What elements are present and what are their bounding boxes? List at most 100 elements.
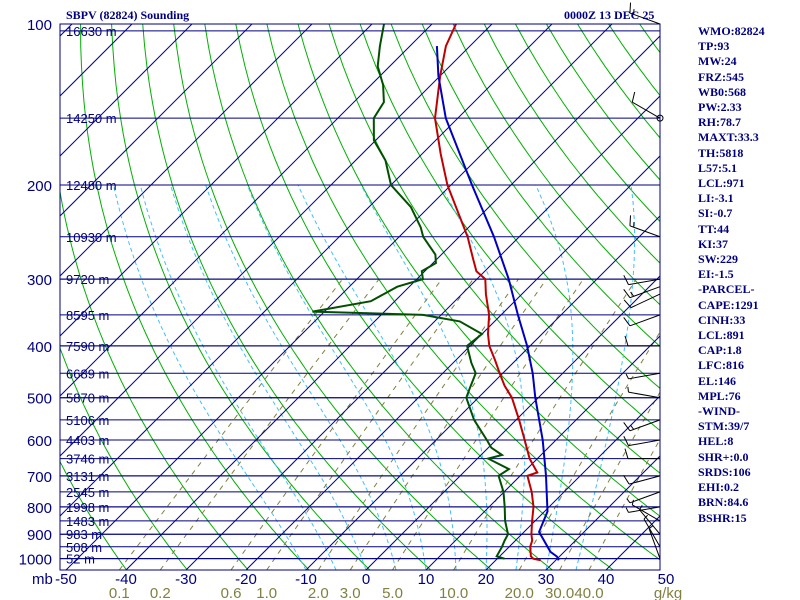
moist-adiabat-line bbox=[246, 184, 427, 570]
wind-barb-staff bbox=[630, 293, 661, 309]
wind-barb-half-flag bbox=[625, 373, 629, 380]
height-label: 7590 m bbox=[66, 339, 109, 354]
dry-adiabat-line bbox=[60, 460, 127, 570]
index-line: BSHR:15 bbox=[698, 510, 747, 525]
wind-barb-flag bbox=[623, 436, 629, 446]
moist-adiabat-line bbox=[439, 184, 526, 570]
mixing-ratio-label: 0.1 bbox=[109, 585, 130, 600]
dry-adiabat-line bbox=[60, 346, 188, 570]
wind-barb-half-flag bbox=[626, 498, 631, 504]
isotherm-line bbox=[125, 35, 660, 570]
isotherm-line bbox=[60, 24, 373, 337]
height-label: 1483 m bbox=[66, 514, 109, 529]
index-line: LCL:971 bbox=[698, 176, 745, 191]
temperature-tick-label: 20 bbox=[478, 571, 495, 588]
wind-barb-half-flag bbox=[639, 505, 643, 510]
moist-adiabat-line bbox=[360, 184, 488, 570]
dry-adiabat-line bbox=[390, 24, 660, 389]
dry-adiabat-line bbox=[328, 24, 660, 474]
pressure-tick-label: 500 bbox=[27, 391, 52, 408]
height-label: 52 m bbox=[66, 552, 95, 567]
isotherm-line bbox=[60, 24, 553, 517]
mixing-ratio-line bbox=[453, 278, 637, 570]
wind-barb-half-flag bbox=[648, 525, 654, 530]
wind-barb-half-flag bbox=[625, 507, 629, 513]
pressure-tick-label: 400 bbox=[27, 339, 52, 356]
isotherm-line bbox=[485, 395, 660, 570]
wind-barb-flag bbox=[629, 2, 632, 14]
isotherm-line bbox=[60, 24, 193, 157]
dry-adiabat-line bbox=[421, 24, 660, 348]
height-label: 4403 m bbox=[66, 433, 109, 448]
height-label: 12480 m bbox=[66, 178, 117, 193]
height-label: 3131 m bbox=[66, 469, 109, 484]
isotherm-line bbox=[60, 24, 493, 457]
height-label: 2545 m bbox=[66, 485, 109, 500]
mixing-ratio-label: 1.0 bbox=[256, 585, 277, 600]
wind-barb-staff bbox=[629, 286, 661, 299]
wind-barb-flag bbox=[624, 448, 629, 459]
wind-barb-half-flag bbox=[630, 424, 635, 430]
index-line: FRZ:545 bbox=[698, 69, 744, 84]
dry-adiabat-line bbox=[80, 24, 310, 570]
temperature-profile bbox=[433, 24, 541, 562]
height-label: 16630 m bbox=[66, 24, 117, 39]
index-line: KI:37 bbox=[698, 236, 728, 251]
index-line: WMO:82824 bbox=[698, 24, 765, 38]
pressure-axis-label: mb bbox=[32, 571, 53, 588]
moist-adiabat-line bbox=[535, 184, 574, 570]
index-line: L57:5.1 bbox=[698, 160, 737, 175]
wind-barb-flag bbox=[623, 474, 630, 485]
height-label: 10930 m bbox=[66, 230, 117, 245]
temperature-tick-label: 50 bbox=[658, 571, 675, 588]
pressure-tick-label: 300 bbox=[27, 272, 52, 289]
isotherm-line bbox=[425, 335, 660, 570]
index-line: EHI:0.2 bbox=[698, 480, 740, 495]
mixing-ratio-label: 20.0 bbox=[505, 585, 534, 600]
pressure-tick-label: 700 bbox=[27, 469, 52, 486]
wind-barb-staff bbox=[629, 491, 661, 504]
moist-adiabat-line bbox=[575, 184, 636, 570]
index-line: TT:44 bbox=[698, 221, 730, 236]
index-line: EL:146 bbox=[698, 373, 737, 388]
wind-barb-flag bbox=[631, 91, 636, 103]
height-label: 8595 m bbox=[66, 308, 109, 323]
mixing-ratio-line bbox=[118, 278, 343, 570]
wind-barb-staff bbox=[628, 506, 661, 513]
wind-barb-flag bbox=[623, 317, 631, 327]
wind-barb-flag bbox=[623, 275, 629, 285]
pressure-tick-label: 800 bbox=[27, 500, 52, 517]
temperature-tick-label: -40 bbox=[115, 571, 137, 588]
wind-barb-staff bbox=[628, 439, 661, 447]
index-line: MPL:76 bbox=[698, 388, 741, 403]
index-line: LI:-3.1 bbox=[698, 191, 734, 206]
height-label: 14250 m bbox=[66, 111, 117, 126]
wind-barb-staff bbox=[628, 391, 661, 399]
index-line: PW:2.33 bbox=[698, 100, 742, 115]
mixing-ratio-label: 0.6 bbox=[221, 585, 242, 600]
index-line: SRDS:106 bbox=[698, 464, 751, 479]
moist-adiabat-line bbox=[139, 184, 337, 570]
wind-barb-staff bbox=[643, 518, 661, 548]
dry-adiabat-line bbox=[60, 188, 249, 570]
height-label: 3746 m bbox=[66, 452, 109, 467]
index-line: HEL:8 bbox=[698, 434, 734, 449]
mixing-ratio-label: 5.0 bbox=[382, 585, 403, 600]
wind-barb-half-flag bbox=[643, 514, 648, 520]
wind-barb-staff bbox=[629, 314, 661, 327]
pressure-tick-label: 200 bbox=[27, 178, 52, 195]
index-line: LFC:816 bbox=[698, 358, 744, 373]
height-label: 508 m bbox=[66, 540, 102, 555]
temperature-tick-label: 30 bbox=[538, 571, 555, 588]
index-line: SI:-0.7 bbox=[698, 206, 733, 221]
wind-barb-staff bbox=[648, 528, 661, 559]
temperature-tick-label: -10 bbox=[295, 571, 317, 588]
index-line: LCL:891 bbox=[698, 328, 745, 343]
pressure-tick-label: 600 bbox=[27, 433, 52, 450]
wind-barb-staff bbox=[629, 419, 661, 432]
temperature-tick-label: 10 bbox=[418, 571, 435, 588]
index-line: RH:78.7 bbox=[698, 115, 741, 130]
moist-adiabat-line bbox=[297, 184, 457, 570]
calm-wind-marker bbox=[656, 114, 664, 122]
